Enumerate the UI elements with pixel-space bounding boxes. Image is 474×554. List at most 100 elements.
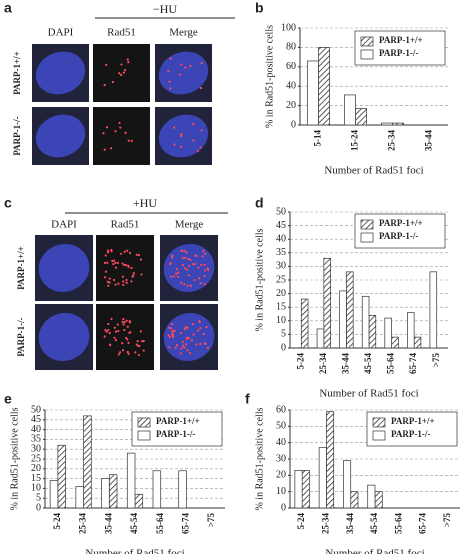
focus bbox=[119, 252, 123, 255]
legend-swatch bbox=[360, 49, 374, 60]
y-tick-label: 30 bbox=[276, 453, 286, 464]
legend-label: PARP-1-/- bbox=[156, 429, 195, 439]
focus bbox=[196, 149, 199, 153]
focus bbox=[117, 329, 120, 333]
focus bbox=[125, 264, 128, 267]
focus bbox=[181, 249, 184, 252]
focus bbox=[183, 328, 186, 331]
y-tick-label: 25 bbox=[31, 453, 41, 464]
focus bbox=[192, 333, 195, 336]
focus bbox=[123, 328, 126, 332]
column-label: Merge bbox=[169, 27, 198, 39]
bar bbox=[323, 257, 331, 349]
focus bbox=[186, 349, 189, 352]
focus bbox=[175, 344, 178, 347]
focus bbox=[170, 275, 173, 278]
focus bbox=[169, 57, 172, 60]
focus bbox=[190, 339, 194, 342]
bar bbox=[413, 336, 422, 349]
focus bbox=[193, 278, 196, 282]
column-label: Merge bbox=[175, 219, 204, 231]
focus bbox=[203, 283, 206, 286]
bar bbox=[83, 415, 92, 509]
focus bbox=[195, 254, 198, 258]
focus bbox=[117, 353, 120, 356]
focus bbox=[127, 265, 130, 268]
focus bbox=[167, 70, 170, 73]
nucleus bbox=[35, 51, 86, 95]
focus bbox=[114, 330, 118, 333]
focus bbox=[106, 251, 110, 254]
x-tick-label: 45-54 bbox=[369, 513, 379, 534]
focus bbox=[105, 63, 108, 66]
focus bbox=[112, 278, 116, 282]
focus bbox=[184, 325, 187, 329]
focus bbox=[204, 252, 207, 255]
focus bbox=[112, 259, 116, 262]
nucleus bbox=[38, 244, 90, 292]
bar bbox=[152, 470, 162, 509]
y-tick-label: 30 bbox=[31, 443, 41, 454]
y-tick-label: 20 bbox=[276, 288, 286, 299]
y-tick-label: 20 bbox=[31, 463, 41, 474]
y-tick-label: 60 bbox=[276, 404, 286, 415]
row-label: PARP-1+/+ bbox=[16, 246, 26, 290]
bar bbox=[316, 328, 325, 349]
focus bbox=[135, 343, 138, 346]
focus bbox=[185, 343, 188, 346]
focus bbox=[127, 60, 130, 64]
y-tick-label: 45 bbox=[31, 414, 41, 425]
focus bbox=[127, 352, 130, 355]
bar bbox=[134, 493, 144, 509]
legend-label: PARP-1-/- bbox=[379, 48, 418, 58]
focus bbox=[186, 284, 189, 287]
y-axis-label: % in Rad51-positive cells bbox=[254, 228, 265, 331]
focus bbox=[198, 320, 201, 323]
focus bbox=[183, 267, 187, 270]
focus bbox=[171, 256, 174, 259]
focus bbox=[140, 273, 143, 276]
focus bbox=[202, 249, 205, 253]
bar bbox=[300, 298, 309, 349]
focus bbox=[113, 326, 116, 329]
bar bbox=[429, 271, 438, 349]
focus bbox=[121, 320, 124, 324]
x-tick-label: 25-34 bbox=[318, 353, 328, 374]
y-tick-label: 0 bbox=[281, 502, 286, 513]
focus bbox=[171, 333, 174, 337]
focus bbox=[126, 338, 129, 341]
focus bbox=[205, 326, 208, 329]
legend-swatch bbox=[372, 430, 386, 441]
focus bbox=[181, 257, 184, 260]
focus bbox=[183, 283, 186, 286]
y-axis-label: % in Rad51-positive cells bbox=[264, 25, 275, 128]
nucleus bbox=[158, 114, 209, 158]
focus bbox=[168, 346, 171, 349]
focus bbox=[169, 262, 172, 266]
focus bbox=[126, 249, 129, 252]
focus bbox=[189, 258, 192, 262]
bar bbox=[343, 460, 352, 509]
focus bbox=[116, 323, 119, 326]
focus bbox=[203, 263, 206, 267]
y-tick-label: 80 bbox=[286, 42, 296, 53]
focus bbox=[108, 281, 111, 284]
x-tick-label: 5-14 bbox=[313, 130, 323, 147]
focus bbox=[116, 261, 119, 264]
panel-label: a bbox=[4, 0, 12, 16]
focus bbox=[104, 328, 107, 332]
focus bbox=[199, 281, 202, 285]
focus bbox=[183, 346, 186, 349]
focus bbox=[111, 80, 114, 84]
micrograph bbox=[96, 235, 154, 301]
focus bbox=[127, 341, 130, 344]
x-tick-label: >75 bbox=[206, 513, 216, 528]
focus bbox=[191, 322, 194, 326]
focus bbox=[189, 351, 192, 355]
x-axis-label: Number of Rad51 foci bbox=[319, 388, 418, 400]
bar bbox=[318, 447, 327, 509]
bar bbox=[326, 411, 335, 509]
focus bbox=[134, 351, 137, 354]
focus bbox=[199, 86, 203, 90]
